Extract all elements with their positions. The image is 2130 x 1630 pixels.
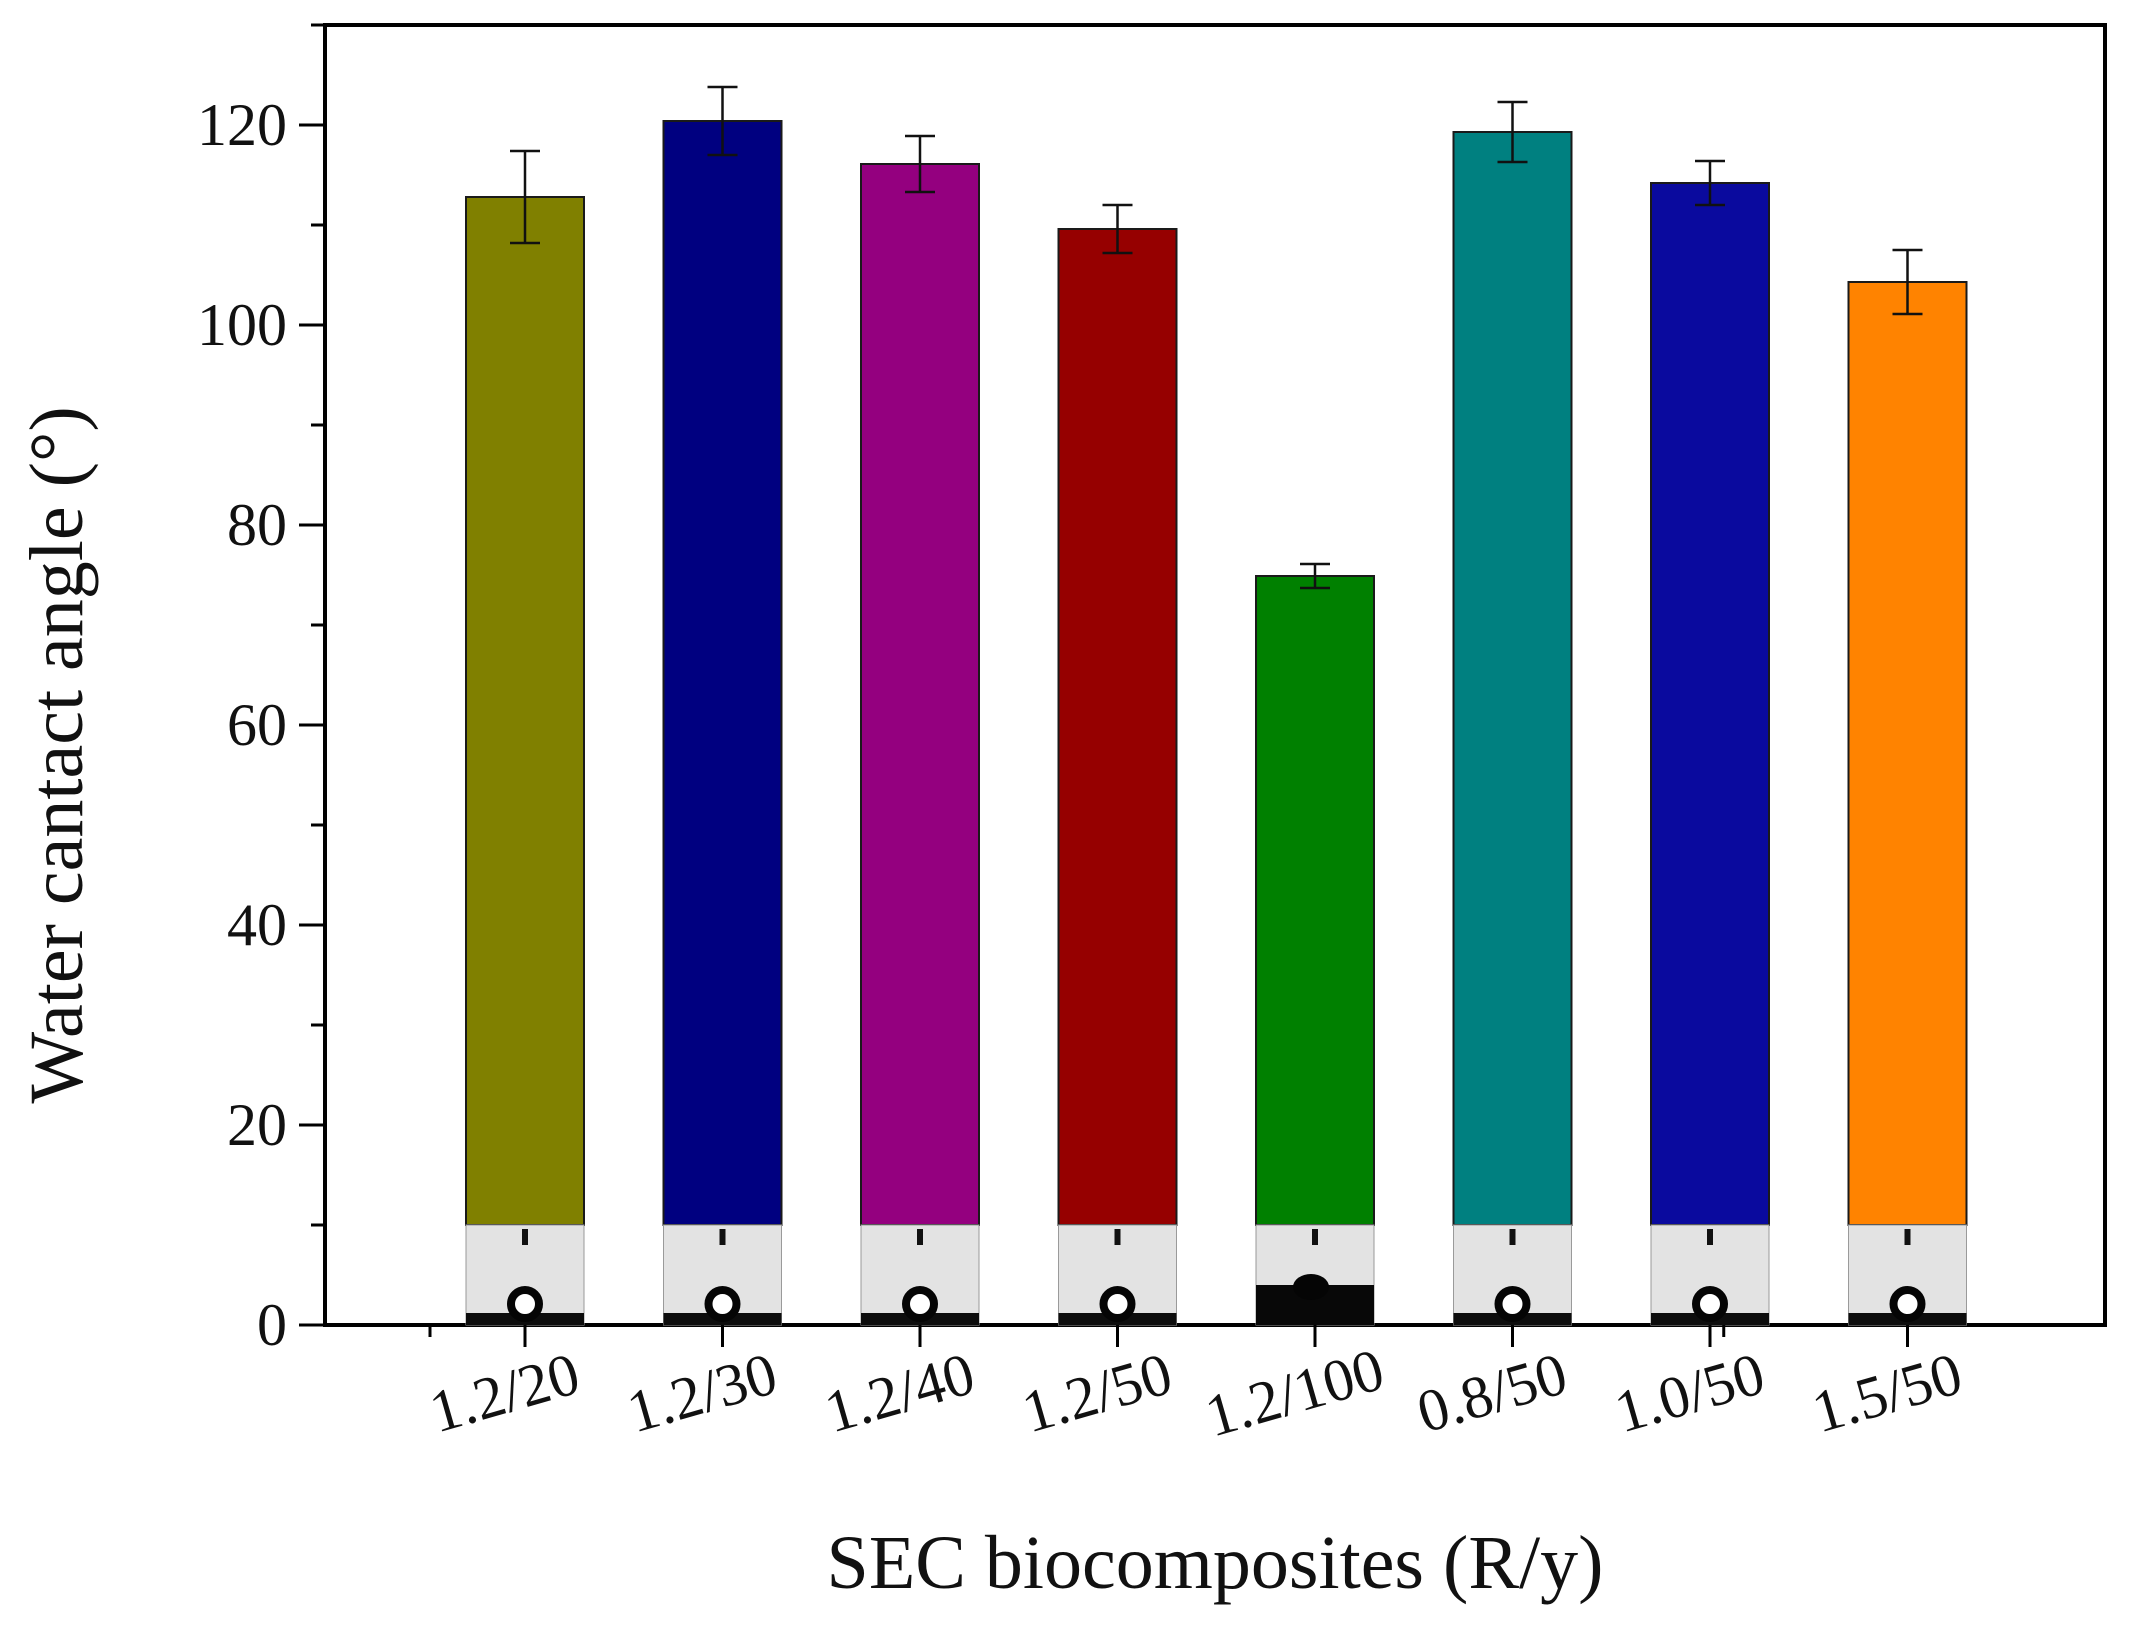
- water-droplet: [1889, 1286, 1926, 1322]
- y-tick-label-0: 0: [257, 1292, 287, 1358]
- x-tick-label-6: 0.8/50: [1410, 1340, 1574, 1445]
- water-droplet: [704, 1286, 741, 1322]
- bar-2: [662, 120, 783, 1226]
- bar-3: [860, 163, 980, 1226]
- bar-group-6: [1452, 100, 1573, 1326]
- water-droplet: [1293, 1274, 1329, 1300]
- water-droplet: [507, 1286, 543, 1322]
- needle-tip: [1509, 1229, 1516, 1245]
- y-tick-label-60: 60: [227, 692, 287, 758]
- bar-group-8: [1847, 248, 1968, 1326]
- bar-8: [1847, 281, 1968, 1226]
- bar-group-2: [662, 85, 783, 1326]
- needle-tip: [1707, 1229, 1713, 1245]
- x-axis-label: SEC biocomposites (R/y): [827, 1521, 1604, 1605]
- y-tick-label-80: 80: [227, 492, 287, 558]
- x-tick-label-4: 1.2/50: [1015, 1340, 1179, 1445]
- needle-tip: [522, 1229, 528, 1245]
- bar-group-4: [1057, 203, 1178, 1326]
- bar-6: [1452, 131, 1573, 1226]
- water-droplet: [902, 1286, 938, 1322]
- x-tick-label-2: 1.2/30: [620, 1340, 784, 1445]
- x-tick-label-3: 1.2/40: [817, 1340, 981, 1445]
- x-tick-label-8: 1.5/50: [1805, 1340, 1969, 1445]
- needle-tip: [917, 1229, 923, 1245]
- water-droplet: [1494, 1286, 1531, 1322]
- x-tick-label-7: 1.0/50: [1607, 1340, 1771, 1445]
- needle-tip: [1904, 1229, 1911, 1245]
- needle-tip: [719, 1229, 726, 1245]
- plot-border: [323, 23, 2107, 1327]
- y-tick-label-100: 100: [197, 292, 287, 358]
- bar-group-7: [1650, 159, 1770, 1326]
- bars-layer: [465, 85, 1968, 1326]
- x-tick-label-1: 1.2/20: [422, 1340, 586, 1445]
- y-axis-label: Water cantact angle (°): [15, 406, 99, 1103]
- y-tick-label-120: 120: [197, 92, 287, 158]
- y-tick-label-20: 20: [227, 1092, 287, 1158]
- needle-tip: [1114, 1229, 1121, 1245]
- bar-4: [1057, 228, 1178, 1226]
- bar-5: [1255, 575, 1375, 1226]
- bar-group-3: [860, 134, 980, 1326]
- plot-frame: [323, 23, 2107, 1327]
- bar-group-5: [1255, 562, 1375, 1326]
- y-tick-label-40: 40: [227, 892, 287, 958]
- bar-group-1: [465, 149, 585, 1326]
- bar-7: [1650, 182, 1770, 1226]
- bar-1: [465, 196, 585, 1226]
- needle-tip: [1312, 1229, 1318, 1245]
- water-droplet: [1099, 1286, 1136, 1322]
- x-tick-label-5: 1.2/100: [1198, 1336, 1391, 1450]
- water-droplet: [1692, 1286, 1728, 1322]
